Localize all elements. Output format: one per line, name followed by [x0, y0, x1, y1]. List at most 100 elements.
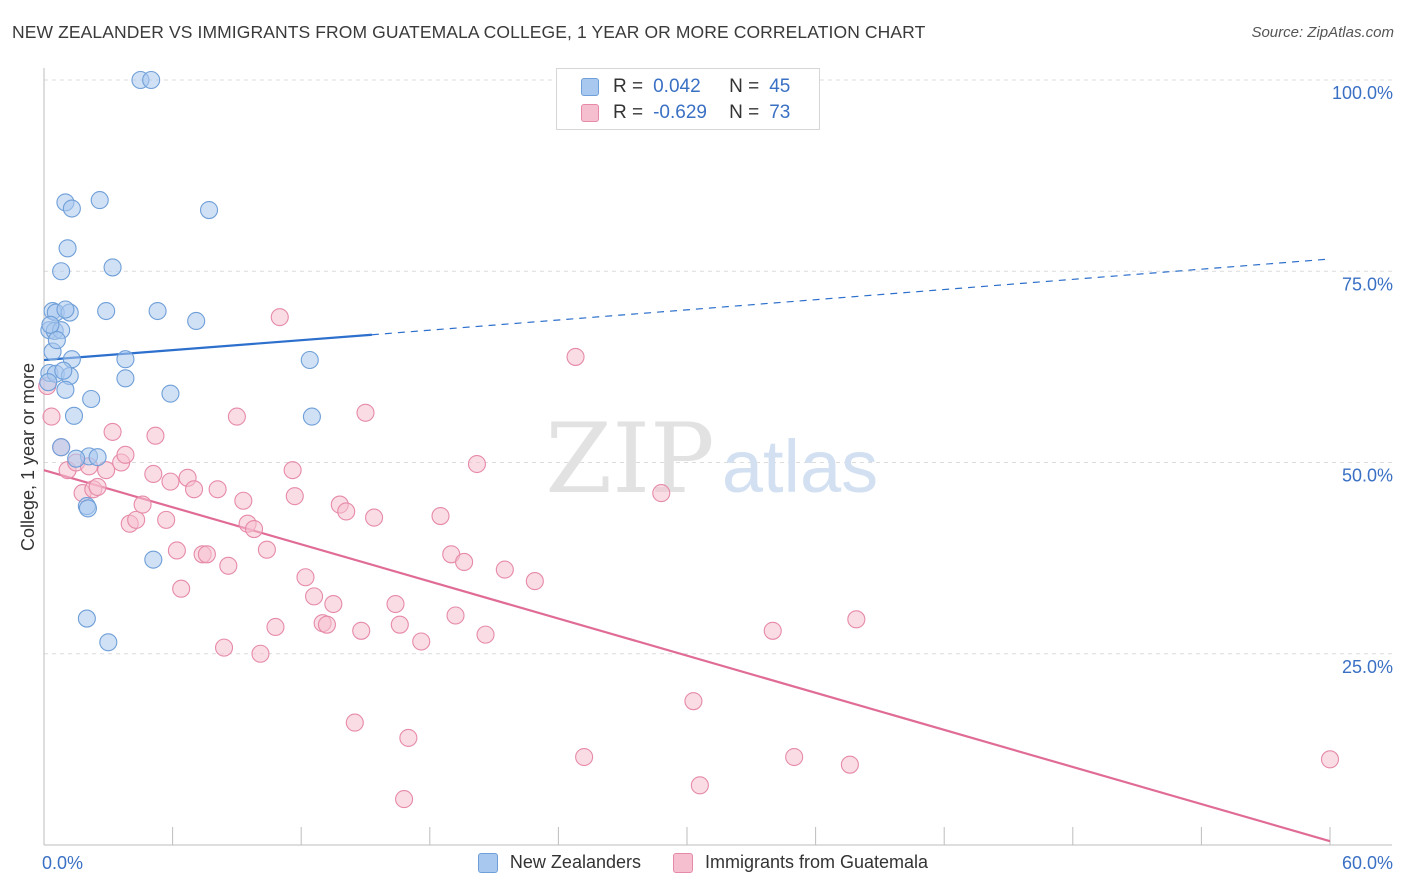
new-zealander-point	[142, 70, 161, 90]
new-zealander-point	[90, 191, 109, 210]
new-zealander-point	[52, 262, 71, 281]
x-tick-label-max: 60.0%	[1342, 853, 1393, 873]
series-legend: New Zealanders Immigrants from Guatemala	[0, 852, 1406, 873]
guatemala-point	[234, 491, 253, 510]
new-zealander-point	[58, 239, 77, 258]
guatemala-point	[399, 728, 418, 747]
legend-n-value: 45	[769, 76, 791, 97]
points-layer	[38, 70, 1340, 809]
x-tick-label-min: 0.0%	[42, 853, 83, 873]
guatemala-point	[684, 692, 703, 711]
new-zealander-point	[39, 373, 58, 392]
guatemala-point	[227, 407, 246, 426]
guatemala-point	[317, 615, 336, 634]
new-zealander-point	[78, 499, 97, 518]
new-zealander-point	[116, 369, 135, 388]
trend-line-new-zealanders-projection	[371, 258, 1331, 336]
legend-row-guatemala: R = -0.629 N = 73	[581, 101, 790, 125]
legend-n-label: N =	[729, 76, 760, 97]
series-legend-new-zealanders[interactable]: New Zealanders	[477, 852, 641, 873]
guatemala-point	[103, 422, 122, 441]
new-zealander-point	[64, 406, 84, 425]
new-zealander-point	[99, 633, 118, 652]
guatemala-point	[219, 556, 238, 575]
guatemala-point	[467, 454, 487, 474]
guatemala-point	[157, 510, 176, 529]
trend-line-new-zealanders	[43, 333, 373, 362]
new-zealander-point	[88, 448, 107, 467]
legend-r-value: -0.629	[653, 102, 707, 123]
guatemala-point	[244, 520, 264, 539]
new-zealander-point	[148, 301, 167, 321]
new-zealander-point	[41, 315, 60, 334]
y-tick-label: 50.0%	[1342, 466, 1393, 486]
source-credit: Source: ZipAtlas.com	[1251, 24, 1394, 41]
guatemala-point	[296, 568, 315, 587]
grid-layer	[44, 79, 1392, 655]
guatemala-point	[172, 579, 191, 598]
guatemala-point	[446, 606, 465, 625]
legend-r-label: R =	[613, 102, 644, 123]
legend-swatch-blue	[581, 78, 599, 96]
labels-layer: 25.0% 50.0% 75.0% 100.0% 0.0% 60.0%	[42, 83, 1393, 873]
new-zealander-point	[52, 438, 71, 457]
y-tick-label: 75.0%	[1342, 274, 1393, 294]
guatemala-point	[167, 541, 186, 560]
guatemala-point	[847, 610, 866, 629]
guatemala-point	[283, 461, 302, 480]
guatemala-point	[840, 755, 859, 774]
guatemala-point	[133, 495, 152, 514]
guatemala-point	[197, 545, 216, 564]
new-zealander-point	[302, 407, 321, 426]
guatemala-point	[270, 308, 289, 327]
guatemala-point	[763, 621, 782, 640]
guatemala-point	[390, 615, 409, 634]
new-zealander-point	[116, 350, 135, 369]
new-zealander-point	[77, 609, 96, 628]
guatemala-point	[184, 480, 204, 499]
guatemala-point	[365, 508, 384, 527]
guatemala-point	[97, 461, 116, 480]
legend-n-value: 73	[769, 102, 791, 123]
guatemala-point	[127, 510, 146, 529]
new-zealander-point	[187, 311, 206, 331]
guatemala-point	[476, 625, 495, 644]
stats-legend: R = 0.042 N = 45 R = -0.629 N = 73	[556, 68, 820, 130]
guatemala-point	[412, 632, 431, 651]
new-zealander-point	[300, 350, 319, 370]
new-zealander-point	[97, 301, 116, 321]
series-label: New Zealanders	[509, 852, 641, 872]
new-zealander-point	[161, 384, 180, 403]
guatemala-point	[356, 403, 375, 422]
new-zealander-point	[47, 331, 66, 350]
guatemala-point	[386, 594, 405, 614]
guatemala-point	[575, 747, 594, 767]
guatemala-point	[431, 506, 450, 526]
legend-r-value: 0.042	[653, 76, 701, 97]
axes-layer	[43, 68, 1392, 846]
guatemala-point	[285, 487, 304, 506]
series-label: Immigrants from Guatemala	[704, 852, 929, 872]
new-zealander-point	[56, 300, 75, 319]
legend-swatch-pink	[581, 104, 599, 122]
guatemala-point	[455, 552, 474, 572]
guatemala-point	[161, 472, 180, 491]
legend-n-label: N =	[729, 102, 760, 123]
new-zealander-point	[103, 258, 122, 277]
guatemala-point	[690, 776, 709, 795]
guatemala-point	[395, 790, 414, 809]
guatemala-point	[495, 560, 514, 579]
guatemala-point	[785, 747, 804, 767]
series-legend-guatemala[interactable]: Immigrants from Guatemala	[672, 852, 929, 873]
watermark-atlas: atlas	[722, 425, 878, 508]
guatemala-point	[1320, 750, 1340, 769]
new-zealander-point	[56, 380, 75, 399]
guatemala-point	[251, 644, 270, 663]
trend-line-guatemala	[43, 469, 1331, 843]
new-zealander-point	[144, 550, 163, 569]
legend-r-label: R =	[613, 76, 644, 97]
guatemala-point	[146, 426, 165, 445]
new-zealander-point	[62, 199, 81, 218]
new-zealander-point	[67, 449, 86, 468]
